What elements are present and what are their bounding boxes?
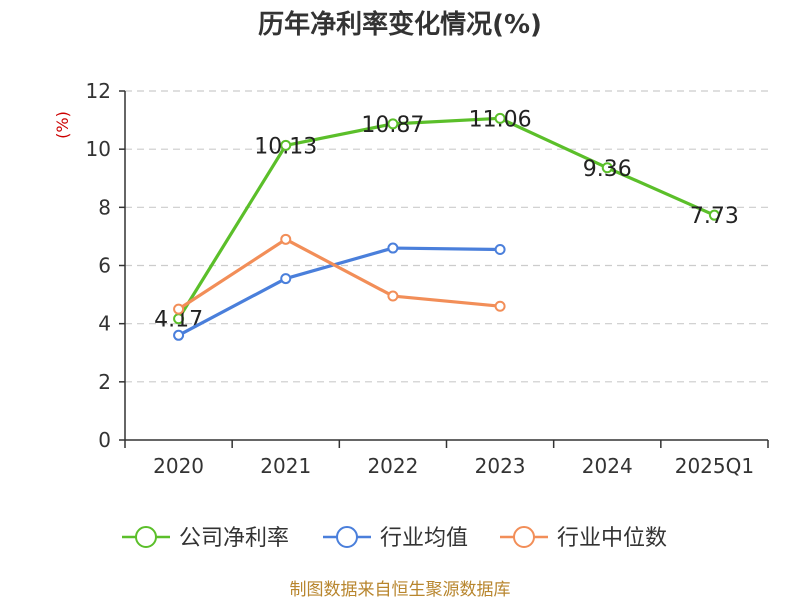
series-line xyxy=(177,237,501,311)
legend-item-2[interactable]: 行业中位数 xyxy=(500,526,667,551)
data-point[interactable] xyxy=(280,273,292,285)
axes: 0 2 4 6 8 10 12 2020 2021 2022 2023 2024 2025Q1 xyxy=(86,79,769,478)
data-point[interactable] xyxy=(173,303,185,315)
legend-item-0[interactable]: 公司净利率 xyxy=(122,526,289,551)
data-label: 10.87 xyxy=(361,113,424,138)
data-label: 10.13 xyxy=(254,134,317,159)
legend-marker xyxy=(135,526,157,548)
y-tick-label: 12 xyxy=(86,79,111,103)
series-line xyxy=(177,116,716,320)
series-2 xyxy=(173,233,506,315)
series-1 xyxy=(173,242,506,341)
data-point[interactable] xyxy=(494,112,506,124)
data-label: 9.36 xyxy=(583,157,632,182)
data-label: 11.06 xyxy=(469,107,532,132)
data-point[interactable] xyxy=(387,242,399,254)
legend-marker xyxy=(513,526,535,548)
data-point[interactable] xyxy=(494,244,506,256)
y-tick-label: 6 xyxy=(98,254,111,278)
data-label: 7.73 xyxy=(690,204,739,229)
data-point[interactable] xyxy=(173,329,185,341)
x-tick-label: 2023 xyxy=(475,454,526,478)
legend-marker xyxy=(336,526,358,548)
source-note: 制图数据来自恒生聚源数据库 xyxy=(290,580,511,600)
x-tick-label: 2021 xyxy=(260,454,311,478)
legend-label: 公司净利率 xyxy=(179,526,289,551)
x-tick-label: 2020 xyxy=(153,454,204,478)
data-point[interactable] xyxy=(387,290,399,302)
data-point[interactable] xyxy=(280,139,292,151)
y-tick-label: 10 xyxy=(86,137,111,161)
data-point[interactable] xyxy=(494,300,506,312)
y-tick-label: 4 xyxy=(98,312,111,336)
x-tick-label: 2024 xyxy=(582,454,633,478)
y-tick-label: 2 xyxy=(98,370,111,394)
chart-title: 历年净利率变化情况(%) xyxy=(258,9,542,40)
y-tick-label: 8 xyxy=(98,195,111,219)
legend-label: 行业均值 xyxy=(380,526,468,551)
grid-lines xyxy=(125,90,768,383)
x-tick-label: 2025Q1 xyxy=(675,454,754,478)
legend-label: 行业中位数 xyxy=(557,526,667,551)
data-point[interactable] xyxy=(601,162,613,174)
data-point[interactable] xyxy=(280,233,292,245)
data-point[interactable] xyxy=(708,209,720,221)
legend[interactable]: 公司净利率 行业均值 行业中位数 xyxy=(122,526,667,551)
legend-item-1[interactable]: 行业均值 xyxy=(323,526,468,551)
series-line xyxy=(177,246,501,337)
x-tick-label: 2022 xyxy=(367,454,418,478)
data-point[interactable] xyxy=(387,118,399,130)
y-tick-label: 0 xyxy=(98,428,111,452)
y-axis-label: (%) xyxy=(53,111,72,139)
